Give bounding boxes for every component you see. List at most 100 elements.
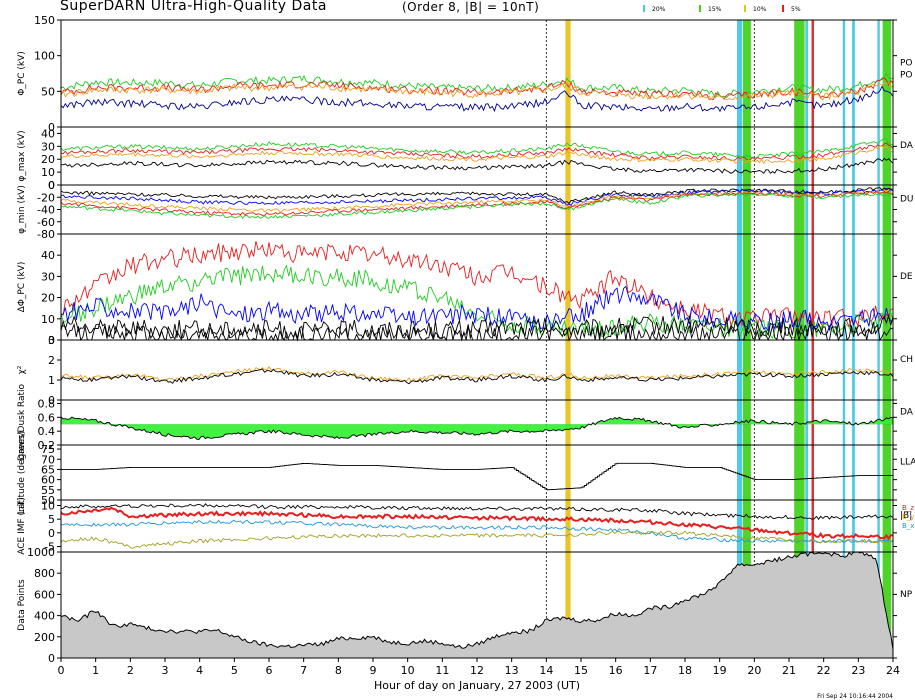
- xtick-label-15: 15: [574, 664, 588, 677]
- imf-label-Bx: B_x: [902, 522, 914, 530]
- ytick-label-dpcp-4: 40: [41, 249, 55, 262]
- series-imf-cyan-2: [60, 519, 894, 544]
- xtick-label-24: 24: [886, 664, 900, 677]
- ytick-label-phimax-3: 30: [41, 140, 55, 153]
- series-ratio-fill: [61, 417, 893, 440]
- panel-points: 0 200 400 600 800 1000 Data Points NP: [17, 546, 913, 665]
- xtick-label-8: 8: [335, 664, 342, 677]
- highlight-band-9: [882, 20, 892, 658]
- x-axis-label: Hour of day on January, 27 2003 (UT): [374, 679, 580, 692]
- ytick-label-ratio-3: 0.8: [38, 397, 56, 410]
- right-label-points: NP: [900, 590, 913, 600]
- legend-label-20pct: 20%: [652, 6, 666, 13]
- ylabel-latitude: Latitude (degrees): [17, 431, 27, 514]
- ytick-label-phimin-4: 0: [48, 179, 55, 192]
- right-label-latitude: LLA: [900, 458, 915, 468]
- series-phimax-red-1: [60, 142, 894, 161]
- ytick-label-dpcp-0: 0: [48, 334, 55, 347]
- footer-timestamp: Fri Sep 24 10:16:44 2004: [817, 693, 893, 700]
- series-phimax-green-0: [60, 137, 894, 159]
- xtick-label-0: 0: [58, 664, 65, 677]
- ytick-label-chisq-3: 3: [48, 334, 55, 347]
- series-ratio-line: [60, 416, 894, 440]
- series-phimin-blue-1: [60, 187, 894, 207]
- xtick-label-4: 4: [196, 664, 203, 677]
- panel-dpcp: 0 10 20 30 40 ΔΦ_PC (kV) DE: [17, 233, 913, 347]
- highlight-band-6: [842, 20, 846, 658]
- ylabel-ratio: Dawn/Dusk Ratio: [17, 383, 27, 461]
- series-phimin-red-3: [60, 191, 894, 217]
- highlight-band-4: [805, 20, 809, 658]
- right-label-imf: |B|: [900, 511, 912, 521]
- right-label-ratio: DA: [900, 408, 914, 418]
- ytick-label-points-2: 400: [34, 610, 55, 623]
- xtick-label-12: 12: [470, 664, 484, 677]
- ytick-label-chisq-2: 2: [48, 354, 55, 367]
- series-latitude-0: [60, 462, 893, 491]
- right-label-dpcp: DE: [900, 272, 913, 282]
- xtick-label-19: 19: [713, 664, 727, 677]
- panel-pcp: 0 50 100 150 Φ_PC (kV) PO PO: [17, 14, 913, 134]
- series-points-area: [60, 551, 894, 659]
- xtick-label-3: 3: [162, 664, 169, 677]
- ytick-label-latitude-1: 55: [41, 484, 55, 497]
- xtick-label-14: 14: [539, 664, 553, 677]
- series-pcp-navy-3: [60, 85, 894, 113]
- imf-label-Bz: B_z: [902, 504, 914, 512]
- legend-label-10pct: 10%: [753, 6, 767, 13]
- right-label-pcp: PO: [900, 59, 913, 69]
- panel-chisq: 0 1 2 3 χ² CH: [17, 334, 913, 407]
- ylabel-points: Data Points: [17, 579, 27, 631]
- right-label-chisq: CH: [900, 355, 913, 365]
- panel-frame-pcp: [60, 19, 894, 128]
- ytick-label-imf-3: 10: [41, 499, 55, 512]
- xtick-label-16: 16: [609, 664, 623, 677]
- series-dpcp-green-1: [60, 264, 894, 340]
- ylabel-chisq: χ²: [17, 365, 27, 374]
- xtick-label-20: 20: [747, 664, 761, 677]
- ytick-label-ratio-1: 0.4: [38, 425, 56, 438]
- ytick-label-phimin-0: -80: [37, 228, 55, 241]
- ytick-label-imf-0: -5: [44, 541, 55, 554]
- figure-title: SuperDARN Ultra-High-Quality Data: [60, 0, 327, 14]
- ytick-label-dpcp-1: 10: [41, 313, 55, 326]
- imf-label-By: B_y: [902, 513, 914, 521]
- xtick-label-2: 2: [127, 664, 134, 677]
- xtick-label-9: 9: [370, 664, 377, 677]
- panel-frame-ratio: [60, 399, 894, 446]
- highlight-band-5: [811, 20, 814, 658]
- series-imf-olive-3: [60, 530, 894, 549]
- xtick-label-1: 1: [92, 664, 99, 677]
- ytick-label-latitude-0: 50: [41, 494, 55, 507]
- legend-label-5pct: 5%: [791, 6, 801, 13]
- ytick-label-pcp-2: 100: [34, 50, 55, 63]
- ytick-label-latitude-2: 60: [41, 474, 55, 487]
- ytick-label-imf-2: 5: [48, 513, 55, 526]
- series-chisq-black-1: [60, 368, 894, 385]
- ytick-label-phimin-1: -60: [37, 216, 55, 229]
- ytick-label-chisq-1: 1: [48, 374, 55, 387]
- highlight-band-2: [742, 20, 751, 658]
- ytick-label-imf-1: 0: [48, 527, 55, 540]
- series-pcp-orange-2: [60, 81, 894, 101]
- ytick-label-phimax-4: 40: [41, 127, 55, 140]
- ytick-label-phimax-2: 20: [41, 153, 55, 166]
- series-chisq-orange-0: [60, 366, 894, 383]
- ytick-label-latitude-5: 75: [41, 443, 55, 456]
- series-imf-black-0: [60, 503, 894, 520]
- ylabel-dpcp: ΔΦ_PC (kV): [17, 262, 27, 313]
- ytick-label-chisq-0: 0: [48, 394, 55, 407]
- series-pcp-green-0: [60, 72, 894, 99]
- ytick-label-points-5: 1000: [27, 546, 55, 559]
- xtick-label-21: 21: [782, 664, 796, 677]
- right-label2-pcp: PO: [900, 71, 913, 81]
- series-phimin-green-4: [60, 192, 894, 219]
- ytick-label-phimax-0: 0: [48, 179, 55, 192]
- ytick-label-points-3: 600: [34, 588, 55, 601]
- ytick-label-latitude-4: 70: [41, 453, 55, 466]
- panel-frame-imf: [60, 499, 894, 553]
- series-imf-red-1: [60, 506, 893, 541]
- panel-frame-phimax: [60, 126, 894, 186]
